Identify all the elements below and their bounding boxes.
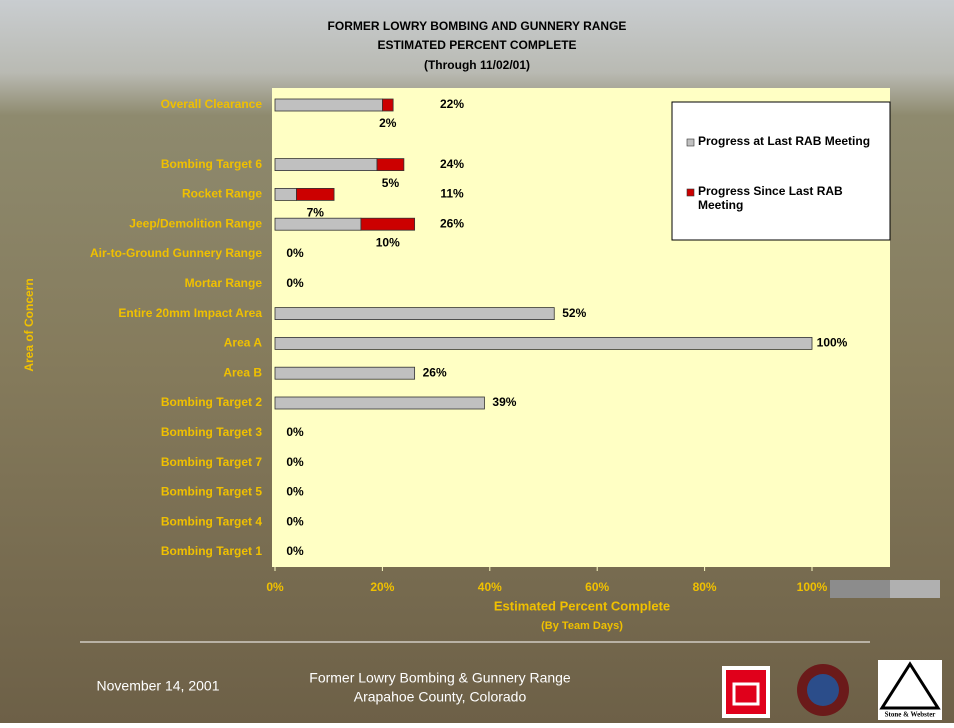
y-tick-label: Overall Clearance [161, 97, 263, 111]
usace-logo-castle [726, 670, 766, 714]
y-tick-label: Area B [223, 365, 262, 379]
legend-entry: Progress Since Last RAB Meeting [698, 184, 883, 216]
total-label: 0% [286, 276, 304, 290]
bar [361, 218, 415, 230]
total-label: 0% [286, 455, 304, 469]
legend-swatch [687, 189, 694, 196]
state-seal-inner [807, 674, 839, 706]
y-axis-title: Area of Concern [22, 278, 36, 371]
total-label: 11% [440, 187, 464, 201]
y-tick-label: Bombing Target 5 [161, 485, 262, 499]
legend-entry: Progress at Last RAB Meeting [698, 134, 883, 166]
x-tick-label: 40% [478, 580, 502, 594]
legend-label: Progress at Last RAB Meeting [698, 134, 883, 148]
y-tick-label: Jeep/Demolition Range [129, 216, 262, 230]
chart-note: (Through 11/02/01) [424, 58, 530, 72]
y-tick-label: Mortar Range [185, 276, 263, 290]
total-label: 100% [817, 336, 848, 350]
total-label: 0% [286, 514, 304, 528]
y-tick-label: Bombing Target 6 [161, 157, 262, 171]
total-label: 0% [286, 485, 304, 499]
total-label: 52% [562, 306, 586, 320]
sw-logo-text: Stone & Webster [885, 711, 936, 719]
x-tick-label: 20% [370, 580, 394, 594]
bar [275, 159, 377, 171]
footer-date: November 14, 2001 [97, 678, 220, 694]
x-axis-title: Estimated Percent Complete [494, 598, 670, 613]
bar [275, 337, 812, 349]
total-label: 24% [440, 157, 464, 171]
y-tick-label: Area A [224, 336, 263, 350]
total-label: 39% [492, 395, 516, 409]
bar [275, 397, 484, 409]
x-tick-label: 60% [585, 580, 609, 594]
bar [275, 99, 382, 111]
decor [890, 580, 940, 598]
total-label: 26% [423, 365, 447, 379]
total-label: 22% [440, 97, 464, 111]
bar [377, 159, 404, 171]
bar [296, 188, 334, 200]
y-tick-label: Bombing Target 1 [161, 544, 262, 558]
bar [275, 308, 554, 320]
y-tick-label: Entire 20mm Impact Area [118, 306, 262, 320]
footer-site: Former Lowry Bombing & Gunnery Range [309, 670, 571, 686]
chart-title: FORMER LOWRY BOMBING AND GUNNERY RANGE [328, 19, 627, 33]
x-tick-label: 100% [797, 580, 828, 594]
x-tick-label: 0% [266, 580, 284, 594]
total-label: 26% [440, 216, 464, 230]
slide: FORMER LOWRY BOMBING AND GUNNERY RANGE E… [0, 0, 954, 723]
total-label: 0% [286, 544, 304, 558]
y-tick-label: Bombing Target 4 [161, 514, 262, 528]
bar [275, 218, 361, 230]
y-tick-label: Bombing Target 3 [161, 425, 262, 439]
y-tick-label: Air-to-Ground Gunnery Range [90, 246, 262, 260]
total-label: 0% [286, 425, 304, 439]
legend-label: Progress Since Last RAB Meeting [698, 184, 883, 212]
footer-county: Arapahoe County, Colorado [354, 689, 527, 705]
value-label: 5% [382, 176, 400, 190]
bar [275, 188, 296, 200]
total-label: 0% [286, 246, 304, 260]
y-tick-label: Bombing Target 2 [161, 395, 262, 409]
bar [382, 99, 393, 111]
chart-subtitle: ESTIMATED PERCENT COMPLETE [377, 38, 576, 52]
value-label: 2% [379, 116, 397, 130]
page: FORMER LOWRY BOMBING AND GUNNERY RANGE E… [0, 0, 954, 723]
value-label: 7% [307, 206, 325, 220]
legend [672, 102, 890, 240]
y-tick-label: Rocket Range [182, 187, 262, 201]
bar [275, 367, 415, 379]
y-tick-label: Bombing Target 7 [161, 455, 262, 469]
value-label: 10% [376, 235, 400, 249]
legend-swatch [687, 139, 694, 146]
x-axis-note: (By Team Days) [541, 620, 623, 632]
x-tick-label: 80% [693, 580, 717, 594]
